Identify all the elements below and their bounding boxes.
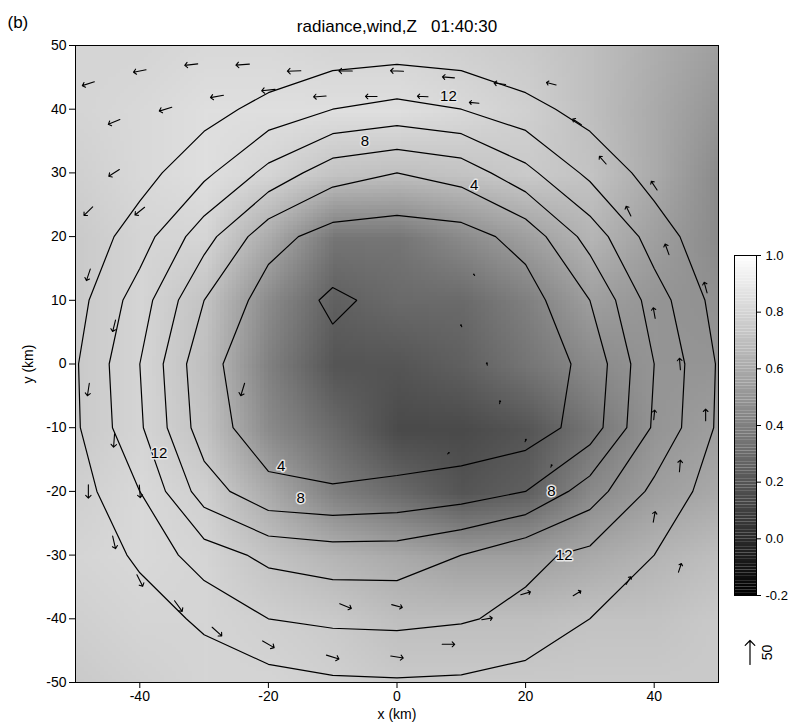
svg-text:30: 30 — [51, 164, 67, 180]
svg-text:0: 0 — [59, 355, 67, 371]
svg-text:-20: -20 — [46, 483, 66, 499]
svg-text:20: 20 — [51, 228, 67, 244]
svg-text:10: 10 — [51, 292, 67, 308]
svg-text:-40: -40 — [46, 610, 66, 626]
svg-text:4: 4 — [277, 457, 285, 474]
svg-text:4: 4 — [470, 176, 478, 193]
svg-text:-0.2: -0.2 — [766, 588, 788, 603]
svg-text:0.2: 0.2 — [766, 474, 784, 489]
svg-text:x (km): x (km) — [378, 706, 417, 722]
svg-text:y (km): y (km) — [20, 345, 36, 384]
svg-text:0.0: 0.0 — [766, 531, 784, 546]
svg-text:0: 0 — [393, 688, 401, 704]
svg-text:40: 40 — [51, 101, 67, 117]
svg-text:0.4: 0.4 — [766, 418, 784, 433]
svg-text:20: 20 — [518, 688, 534, 704]
svg-text:50: 50 — [759, 645, 775, 661]
svg-text:0.6: 0.6 — [766, 361, 784, 376]
svg-text:12: 12 — [151, 444, 168, 461]
svg-text:-50: -50 — [46, 674, 66, 690]
svg-text:-20: -20 — [258, 688, 278, 704]
svg-text:12: 12 — [440, 87, 457, 104]
svg-text:(b): (b) — [8, 13, 29, 32]
svg-text:8: 8 — [296, 489, 304, 506]
svg-text:8: 8 — [547, 482, 555, 499]
svg-text:12: 12 — [556, 546, 573, 563]
svg-text:-30: -30 — [46, 547, 66, 563]
svg-text:radiance,wind,Z 01:40:30: radiance,wind,Z 01:40:30 — [297, 17, 497, 36]
svg-text:1.0: 1.0 — [766, 248, 784, 263]
svg-text:-10: -10 — [46, 419, 66, 435]
svg-text:-40: -40 — [130, 688, 150, 704]
svg-text:50: 50 — [51, 37, 67, 53]
svg-text:0.8: 0.8 — [766, 304, 784, 319]
svg-text:40: 40 — [646, 688, 662, 704]
svg-text:8: 8 — [361, 132, 369, 149]
